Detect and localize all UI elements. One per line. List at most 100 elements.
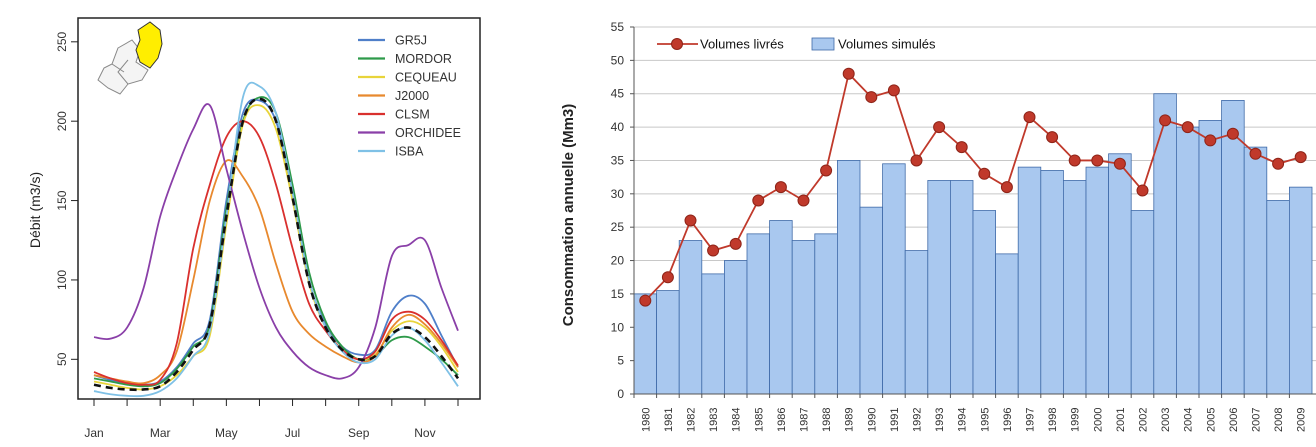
consumption-y-tick-label: 45 <box>611 87 625 101</box>
consumption-y-tick-label: 40 <box>611 120 625 134</box>
delivered-volume-marker <box>707 244 720 257</box>
consumption-bar <box>995 253 1019 395</box>
consumption-bar <box>1130 210 1155 395</box>
streamflow-x-axis: Jan Mar May Jul Sep Nov <box>84 399 459 440</box>
legend-label: Volumes simulés <box>838 37 936 52</box>
consumption-y-tick-label: 5 <box>617 354 624 368</box>
consumption-y-tick-label: 55 <box>611 20 625 34</box>
consumption-bar <box>633 293 658 395</box>
delivered-volume-marker <box>729 237 742 250</box>
consumption-x-tick-label: 1988 <box>821 408 833 432</box>
legend-label: GR5J <box>395 34 427 48</box>
consumption-bar <box>882 163 906 395</box>
consumption-x-tick-label: 1980 <box>640 408 652 432</box>
consumption-y-tick-label: 15 <box>611 287 625 301</box>
delivered-volume-marker <box>684 214 697 227</box>
consumption-y-tick-label: 0 <box>617 387 624 401</box>
consumption-x-tick-label: 2003 <box>1160 408 1172 432</box>
streamflow-y-tick-label: 250 <box>55 31 69 51</box>
delivered-volume-marker <box>1272 157 1285 170</box>
delivered-volume-marker <box>1204 134 1217 147</box>
streamflow-x-tick-label: Nov <box>414 426 435 440</box>
streamflow-series <box>93 81 460 398</box>
streamflow-y-tick-label: 150 <box>55 190 69 210</box>
streamflow-x-tick-label: Mar <box>150 426 171 440</box>
consumption-x-tick-label: 1992 <box>912 408 924 432</box>
streamflow-series-line <box>93 120 459 386</box>
consumption-y-tick-label: 35 <box>611 153 625 167</box>
delivered-volume-marker <box>1136 184 1149 197</box>
legend-label: ISBA <box>395 145 424 159</box>
delivered-volume-marker <box>1159 114 1172 127</box>
consumption-x-tick-label: 1999 <box>1070 408 1082 432</box>
consumption-x-tick-label: 1989 <box>844 408 856 432</box>
streamflow-y-tick-label: 100 <box>55 270 69 290</box>
consumption-bar <box>1063 180 1087 395</box>
consumption-bar <box>678 240 703 395</box>
consumption-y-tick-label: 25 <box>611 220 625 234</box>
consumption-bar <box>859 206 884 395</box>
consumption-bar <box>791 240 816 395</box>
consumption-bar <box>1266 200 1290 395</box>
consumption-bar <box>1153 93 1177 395</box>
highlighted-subbasin-shape <box>135 21 163 69</box>
consumption-x-tick-label: 2001 <box>1115 408 1127 432</box>
consumption-x-axis: 1980 1981 1982 1983 1984 1985 1986 1987 1988 1989… <box>633 394 1308 432</box>
consumption-x-tick-label: 2000 <box>1092 408 1104 432</box>
consumption-bar <box>972 210 997 395</box>
consumption-bar <box>950 180 974 395</box>
legend-label: CEQUEAU <box>395 71 457 85</box>
consumption-x-tick-label: 1991 <box>889 408 901 432</box>
delivered-volume-marker <box>639 294 652 307</box>
streamflow-x-tick-label: Jan <box>84 426 103 440</box>
legend-label: CLSM <box>395 108 430 122</box>
delivered-volume-marker <box>1091 154 1104 167</box>
consumption-x-tick-label: 1998 <box>1047 408 1059 432</box>
consumption-x-tick-label: 2006 <box>1228 408 1240 432</box>
legend-label: ORCHIDEE <box>395 126 461 140</box>
delivered-volume-marker <box>1181 121 1194 134</box>
consumption-bar <box>1108 153 1132 395</box>
delivered-volume-marker <box>1046 131 1059 144</box>
consumption-bar <box>1085 166 1110 395</box>
streamflow-series-line <box>93 159 459 385</box>
delivered-volume-marker <box>752 194 765 207</box>
consumption-x-tick-label: 1984 <box>731 408 743 432</box>
streamflow-y-axis: 50 100 150 200 250 <box>55 31 78 366</box>
consumption-x-tick-label: 1993 <box>934 408 946 432</box>
consumption-x-tick-label: 1994 <box>957 408 969 432</box>
consumption-y-axis-label: Consommation annuelle (Mm3) <box>560 104 577 327</box>
delivered-volume-marker <box>1249 147 1262 160</box>
consumption-x-tick-label: 2009 <box>1296 408 1308 432</box>
delivered-volume-marker <box>797 194 810 207</box>
multimodel-mean-dashed-line <box>93 97 460 392</box>
delivered-volume-marker <box>955 141 968 154</box>
consumption-y-tick-label: 50 <box>611 53 625 67</box>
consumption-bar <box>1040 170 1064 395</box>
delivered-volume-marker <box>1068 154 1081 167</box>
streamflow-y-tick-label: 200 <box>55 111 69 131</box>
consumption-bar <box>837 160 861 395</box>
streamflow-series-line <box>93 81 459 398</box>
delivered-volume-marker <box>1000 181 1013 194</box>
legend-label: J2000 <box>395 89 429 103</box>
legend-marker-swatch <box>671 38 683 50</box>
delivered-volume-marker <box>933 121 946 134</box>
delivered-volume-marker <box>1226 127 1239 140</box>
streamflow-legend: GR5J MORDOR CEQUEAU J2000 CLSM ORCHIDEE ISBA <box>358 34 461 159</box>
delivered-volume-marker <box>887 84 900 97</box>
streamflow-x-tick-label: Sep <box>348 426 370 440</box>
consumption-x-tick-label: 1981 <box>663 408 675 432</box>
consumption-x-tick-label: 1996 <box>1002 408 1014 432</box>
legend-label: MORDOR <box>395 52 452 66</box>
catchment-inset-map <box>97 21 163 95</box>
legend-bar-swatch <box>811 37 835 51</box>
consumption-y-tick-label: 20 <box>611 254 625 268</box>
consumption-bar <box>1221 100 1245 395</box>
consumption-y-tick-label: 30 <box>611 187 625 201</box>
delivered-volume-marker <box>842 67 855 80</box>
delivered-volume-marker <box>774 181 787 194</box>
consumption-line <box>639 67 1307 307</box>
